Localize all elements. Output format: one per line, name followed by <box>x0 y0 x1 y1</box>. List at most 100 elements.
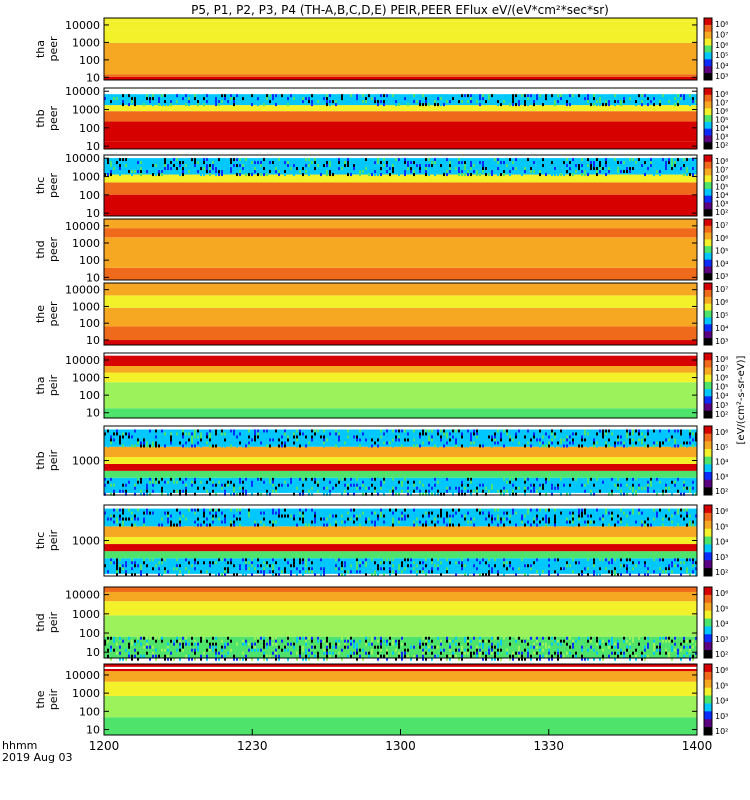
colorbar-tick-label: 10⁴ <box>715 259 728 268</box>
ytick-label: 100 <box>79 389 100 402</box>
colorbar-tick-label: 10⁴ <box>715 538 728 547</box>
colorbar-tick-label: 10⁷ <box>715 221 728 230</box>
colorbar-step <box>704 544 712 553</box>
colorbar-step <box>704 108 712 116</box>
ylabel-species: peir <box>47 449 60 471</box>
colorbar-step <box>704 195 712 203</box>
colorbar-step <box>704 175 712 183</box>
colorbar-tick-label: 10⁵ <box>715 247 728 256</box>
colorbar-step <box>704 239 712 247</box>
ylabel-probe: thd <box>34 613 47 631</box>
colorbar-step <box>704 88 712 96</box>
colorbar-step <box>704 202 712 210</box>
ytick-label: 10 <box>86 724 100 737</box>
heatmap-band <box>104 283 697 296</box>
colorbar: 10⁶ 10⁵ 10⁴ 10³ 10² <box>703 586 728 659</box>
colorbar-step <box>704 101 712 109</box>
colorbar-tick-label: 10⁵ <box>715 183 728 192</box>
xtick-label: 1230 <box>237 739 268 753</box>
colorbar-tick-label: 10⁵ <box>715 681 728 690</box>
colorbar-tick-label: 10³ <box>715 472 728 481</box>
ytick-label: 10 <box>86 646 100 659</box>
colorbar-tick-label: 10⁵ <box>715 604 728 613</box>
heatmap-band <box>104 463 697 471</box>
heatmap-band <box>104 526 697 537</box>
colorbar-tick-label: 10⁷ <box>715 166 728 175</box>
heatmap-band <box>104 74 697 77</box>
ytick-label: 100 <box>79 122 100 135</box>
heatmap-band <box>104 544 697 552</box>
colorbar-step <box>704 209 712 217</box>
colorbar-step <box>704 505 712 514</box>
heatmap-band <box>104 536 697 545</box>
colorbar-unit-label: [eV/(cm²-s-sr-eV)] <box>736 355 747 444</box>
heatmap-noise-band <box>104 429 697 448</box>
colorbar-step <box>704 594 712 604</box>
colorbar-step <box>704 671 712 681</box>
colorbar-tick-label: 10⁴ <box>715 458 728 467</box>
ylabel-species: peir <box>47 688 60 710</box>
ytick-label: 100 <box>79 627 100 640</box>
colorbar-step <box>704 66 712 74</box>
ylabel-probe: the <box>34 690 47 708</box>
panel-tha-peir: 10000 1000 100 10 tha peir 10⁸10⁷10⁶10⁵10⁴10³1… <box>34 352 728 420</box>
ylabel-species: peer <box>47 237 60 263</box>
heatmap-band <box>104 366 697 373</box>
colorbar-tick-label: 10⁵ <box>715 383 728 392</box>
colorbar-step <box>704 303 712 312</box>
panel-thb-peer: 10000 1000 100 10 thb peer 10⁸10⁷10⁶10⁵10⁴10³1… <box>34 85 728 153</box>
colorbar-frame <box>703 586 713 659</box>
ytick-label: 1000 <box>72 535 100 548</box>
heatmap-band <box>104 326 697 341</box>
ytick-label: 10000 <box>65 354 100 367</box>
colorbar-tick-label: 10⁷ <box>715 30 728 39</box>
colorbar-step <box>704 456 712 465</box>
colorbar-step <box>704 142 712 150</box>
heatmap-band <box>104 355 697 366</box>
colorbar-tick-label: 10⁸ <box>715 90 728 99</box>
ytick-label: 1000 <box>72 372 100 385</box>
colorbar-step <box>704 587 712 596</box>
heatmap-band <box>104 88 697 95</box>
heatmap-band <box>104 671 697 682</box>
colorbar-step <box>704 433 712 442</box>
colorbar-step <box>704 695 712 704</box>
colorbar-tick-label: 10⁶ <box>715 589 728 598</box>
colorbar-tick-label: 10⁶ <box>715 298 728 307</box>
heatmap-band <box>104 426 697 430</box>
xtick-label: 1300 <box>385 739 416 753</box>
ytick-label: 1000 <box>72 608 100 621</box>
colorbar-step <box>704 410 712 419</box>
colorbar-step <box>704 426 712 435</box>
colorbar: 10⁶ 10⁵ 10⁴ 10³ 10² <box>703 504 728 577</box>
colorbar-step <box>704 289 712 298</box>
xtick-label: 1330 <box>533 739 564 753</box>
colorbar-tick-label: 10³ <box>715 337 728 346</box>
colorbar-step <box>704 52 712 60</box>
colorbar-step <box>704 45 712 53</box>
ytick-label: 10 <box>86 334 100 347</box>
ylabel-probe: thc <box>34 177 47 194</box>
heatmap-band <box>104 492 697 495</box>
heatmap-band <box>104 587 697 592</box>
heatmap-band <box>104 111 697 122</box>
colorbar-frame <box>703 17 713 81</box>
panel-frame <box>103 87 698 150</box>
colorbar-frame <box>703 154 713 217</box>
heatmap-band <box>104 551 697 559</box>
colorbar-step <box>704 324 712 332</box>
colorbar-step <box>704 188 712 197</box>
colorbar-step <box>704 310 712 318</box>
heatmap-band <box>104 219 697 229</box>
heatmap-band <box>104 340 697 345</box>
colorbar-tick-label: 10⁶ <box>715 507 728 516</box>
panel-frame <box>103 17 698 81</box>
heatmap-band <box>104 470 697 478</box>
colorbar-step <box>704 38 712 47</box>
heatmap-noise-band <box>104 508 697 527</box>
colorbar-step <box>704 719 712 728</box>
colorbar-tick-label: 10⁸ <box>715 20 728 29</box>
